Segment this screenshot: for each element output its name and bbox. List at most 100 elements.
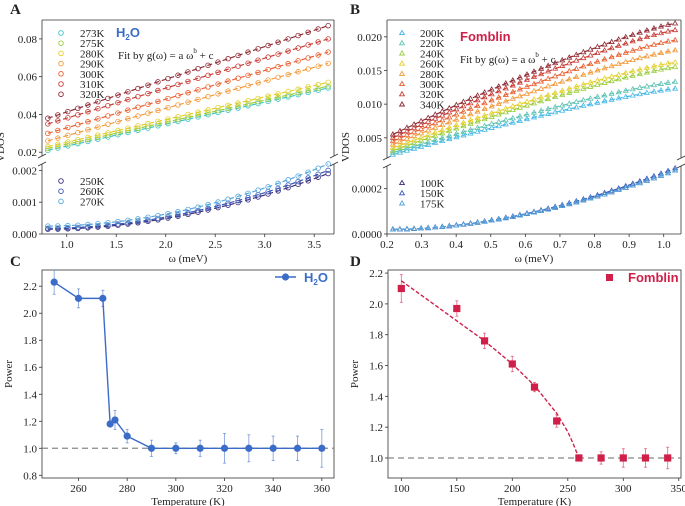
data-point-200K: [545, 110, 552, 116]
y-axis-label: VDOS: [340, 132, 352, 162]
legend-marker: [58, 50, 64, 57]
data-point-275K: [105, 132, 111, 138]
data-point-340K: [566, 54, 573, 60]
data-point-340K: [516, 74, 523, 80]
data-point-270K: [265, 184, 271, 190]
data-point-260K: [552, 89, 559, 96]
data-point-300K: [185, 90, 191, 96]
data-point-310K: [265, 54, 271, 60]
data-point-300K: [488, 96, 495, 103]
data-point-290K: [235, 85, 241, 92]
data-point-260K: [643, 64, 650, 70]
data-point-280K: [145, 120, 151, 127]
data-point-310K: [205, 72, 211, 79]
data-point-240K: [566, 89, 573, 95]
data-point-150K: [601, 189, 608, 196]
data-point-280K: [516, 92, 523, 99]
data-point-270K: [215, 199, 221, 205]
legend-label: 300K: [80, 69, 105, 81]
data-point-280K: [45, 143, 51, 150]
data-point-340K: [453, 101, 460, 108]
legend-marker: [398, 90, 406, 97]
legend-label: 320K: [420, 89, 445, 101]
data-point-320K: [530, 73, 538, 79]
data-point-320K: [566, 59, 573, 66]
data-point-250K: [315, 174, 321, 180]
data-point-280K: [481, 105, 488, 112]
legend-marker: [58, 60, 64, 67]
y-tick-label: 0.015: [357, 65, 382, 77]
data-point: [147, 444, 156, 452]
data-point-290K: [165, 104, 171, 111]
data-point: [397, 284, 405, 293]
data-point-320K: [185, 69, 191, 75]
data-point-320K: [215, 59, 221, 65]
data-point-200K: [580, 102, 587, 108]
y-tick-label: 2.0: [369, 299, 383, 311]
data-point-220K: [530, 109, 538, 115]
x-tick-label: 2.0: [159, 239, 173, 251]
data-point-270K: [195, 204, 201, 210]
data-point-175K: [425, 224, 432, 231]
data-point-340K: [622, 33, 629, 40]
legend-label: 320K: [80, 89, 105, 101]
data-point-300K: [175, 92, 181, 99]
data-point-300K: [545, 75, 552, 81]
data-point-175K: [488, 217, 495, 223]
data-point-273K: [255, 100, 261, 107]
x-tick-label: 1.5: [109, 239, 123, 251]
data-point: [508, 360, 516, 368]
data-point-300K: [650, 41, 658, 47]
data-point-220K: [657, 80, 665, 86]
data-point-320K: [105, 95, 111, 102]
data-point-300K: [573, 65, 580, 71]
legend-label: 290K: [80, 59, 105, 71]
legend-label: H2O: [304, 270, 328, 287]
data-point-300K: [425, 122, 432, 129]
data-point-240K: [460, 122, 467, 129]
x-tick-label: 0.5: [484, 239, 498, 251]
data-point-240K: [636, 70, 643, 77]
data-point-340K: [403, 124, 411, 130]
fit-line-200K: [392, 88, 676, 156]
data-point-280K: [552, 80, 559, 87]
data-point-270K: [315, 165, 321, 171]
panel-a-chart: 0.02 0.04 0.06 0.08 0.000 0.001 0.002 1.0 1.5 2.0…: [0, 19, 339, 265]
data-point-320K: [95, 98, 101, 105]
data-point-320K: [125, 89, 131, 95]
data-point-270K: [275, 180, 281, 187]
data-point-310K: [135, 93, 141, 100]
data-point-175K: [622, 184, 629, 190]
data-point-260K: [573, 83, 580, 89]
data-point-260K: [622, 69, 629, 76]
data-point-340K: [410, 121, 418, 127]
data-point-280K: [608, 62, 615, 69]
y-tick-label: 0.000: [12, 229, 37, 241]
data-point-175K: [566, 200, 573, 207]
data-point-273K: [105, 134, 111, 140]
data-point-310K: [155, 87, 161, 94]
data-point: [597, 454, 605, 462]
data-point-260K: [195, 207, 201, 214]
data-point-280K: [410, 132, 418, 139]
data-point-270K: [205, 201, 211, 208]
data-point-260K: [516, 100, 523, 107]
data-point-270K: [185, 206, 191, 213]
data-point-290K: [145, 110, 151, 116]
y-tick-label: 1.0: [23, 443, 37, 455]
data-point-260K: [672, 59, 679, 65]
data-point-175K: [552, 204, 559, 210]
data-point-300K: [245, 72, 251, 79]
data-point-320K: [175, 72, 181, 78]
data-point-340K: [502, 80, 509, 86]
y-tick-label: 1.4: [369, 391, 383, 403]
x-tick-label: 300: [168, 483, 185, 495]
data-point-240K: [664, 64, 672, 71]
data-point-320K: [305, 29, 311, 35]
data-point-175K: [410, 225, 418, 231]
x-tick-label: 0.6: [518, 239, 532, 251]
panel-label-b: B: [350, 2, 360, 18]
data-point-260K: [396, 141, 404, 148]
data-point-260K: [305, 175, 311, 181]
data-point-200K: [418, 143, 425, 149]
